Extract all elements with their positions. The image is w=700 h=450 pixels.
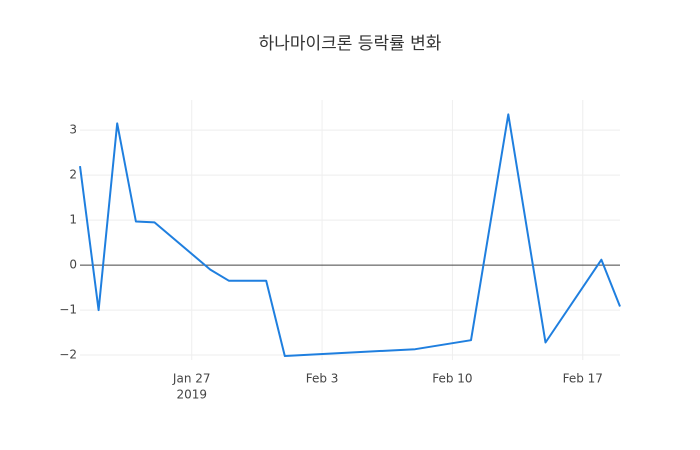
x-tick-sublabel: 2019	[176, 388, 207, 402]
y-tick-label: 2	[69, 168, 77, 182]
line	[79, 113, 621, 357]
y-tick-label: 0	[69, 258, 77, 272]
y-tick-label: −1	[59, 303, 77, 317]
chart-title: 하나마이크론 등락률 변화	[259, 34, 442, 54]
x-tick-label: Feb 3	[306, 372, 339, 386]
x-tick-label: Feb 10	[432, 372, 472, 386]
y-tick-label: 3	[69, 123, 77, 137]
x-tick-label: Feb 17	[563, 372, 603, 386]
y-tick-label: 1	[69, 213, 77, 227]
y-tick-label: −2	[59, 348, 77, 362]
x-tick-label: Jan 27	[172, 372, 211, 386]
